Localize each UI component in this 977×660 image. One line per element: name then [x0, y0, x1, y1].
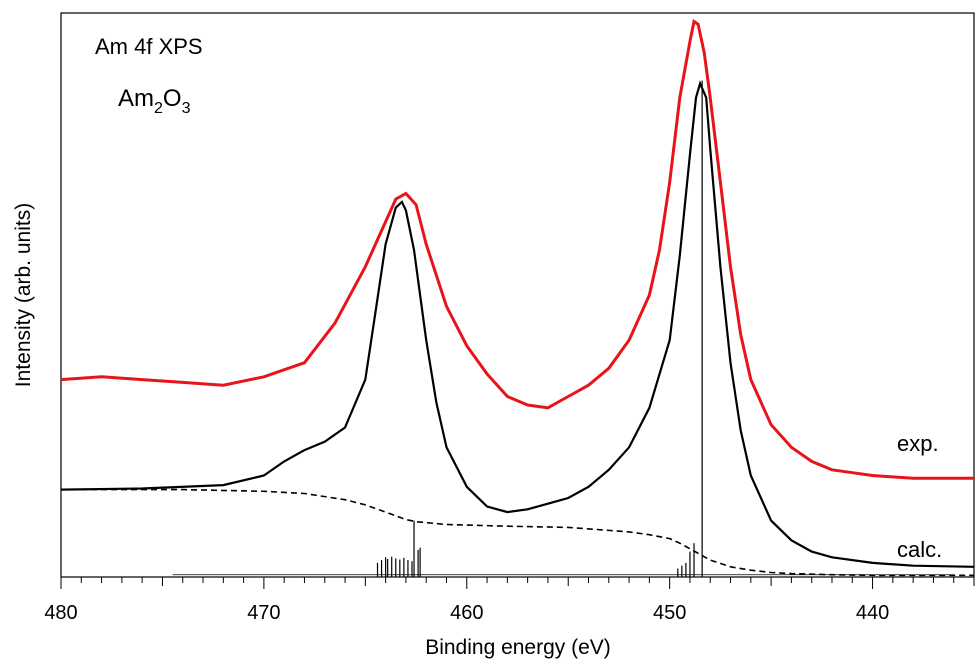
background-line [61, 488, 974, 577]
exp-series-label: exp. [897, 431, 939, 456]
x-tick-label: 460 [450, 602, 483, 624]
x-axis-label: Binding energy (eV) [425, 636, 611, 659]
x-ticks [60, 577, 975, 589]
stick-spectrum [172, 80, 954, 577]
x-tick-label: 440 [856, 602, 889, 624]
x-tick-label: 470 [247, 602, 280, 624]
chart-title: Am 4f XPS [95, 34, 203, 59]
y-axis-label: Intensity (arb. units) [12, 203, 35, 387]
calc-series-label: calc. [897, 537, 942, 562]
calc-line [60, 80, 975, 568]
x-tick-labels: 480 470 460 450 440 [44, 602, 889, 624]
compound-label: Am2O3 [118, 85, 191, 117]
x-tick-label: 450 [653, 602, 686, 624]
x-tick-label: 480 [44, 602, 77, 624]
plot-frame [60, 12, 975, 578]
exp-line [60, 18, 974, 480]
